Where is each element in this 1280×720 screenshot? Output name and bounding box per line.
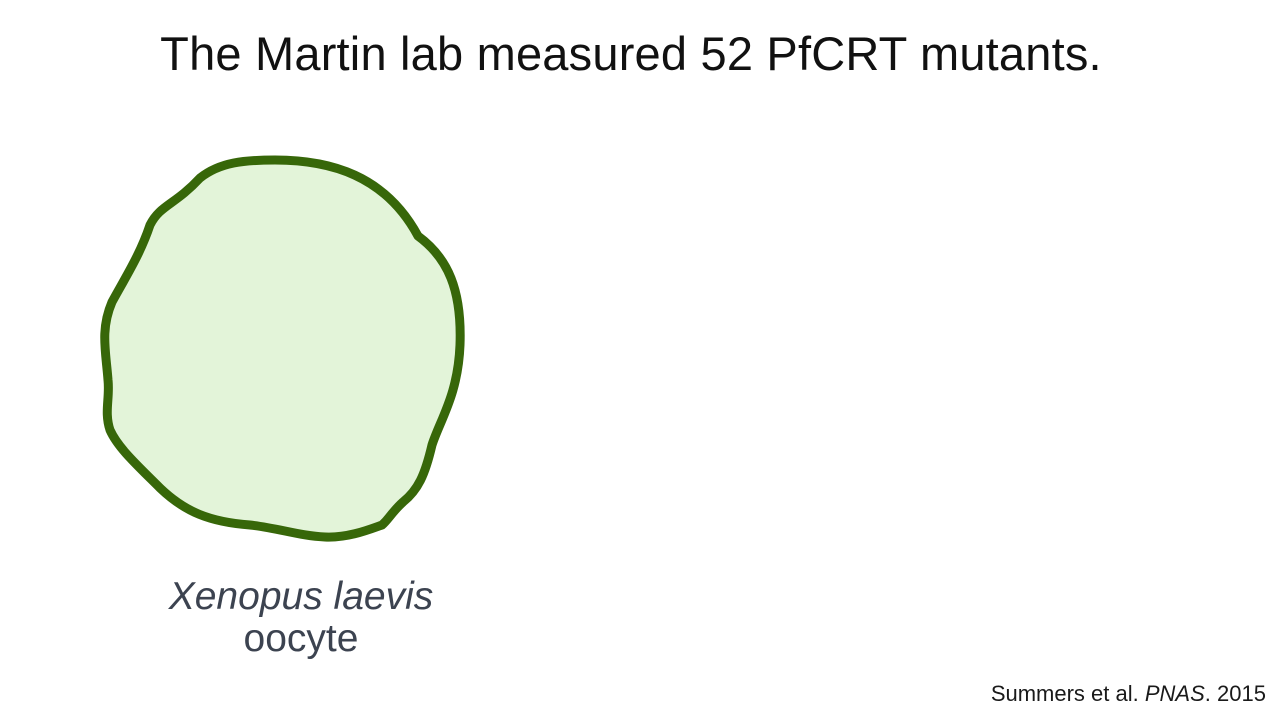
citation-year: 2015 [1217,681,1266,706]
citation-journal: PNAS [1144,681,1205,706]
oocyte-membrane-outline [100,155,465,542]
citation-separator: . [1204,681,1211,706]
oocyte-label: Xenopus laevis oocyte [120,576,482,660]
citation: Summers et al. PNAS. 2015 [991,681,1266,707]
citation-authors: Summers et al. [990,681,1139,706]
oocyte-species-label: Xenopus laevis [168,575,434,618]
slide-title: The Martin lab measured 52 PfCRT mutants… [160,27,1102,80]
oocyte-cell-type-label: oocyte [243,617,359,660]
